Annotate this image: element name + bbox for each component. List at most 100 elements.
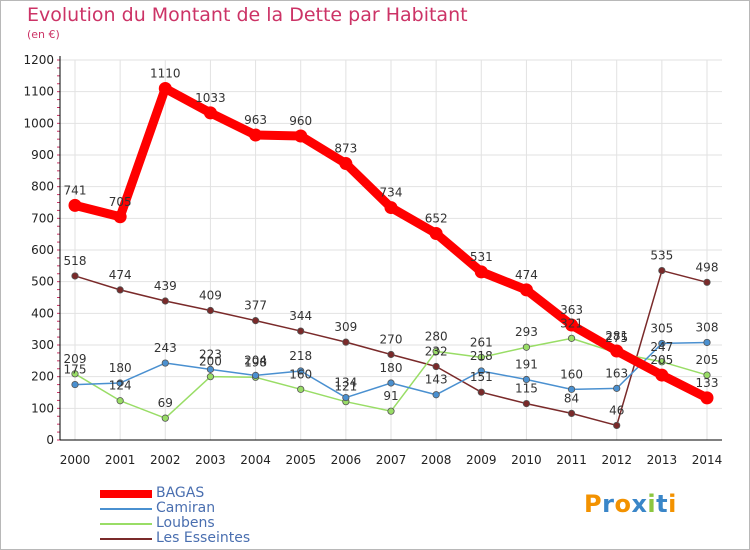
- data-point: [477, 353, 485, 361]
- y-tick-label: 600: [31, 243, 54, 257]
- legend-item: Les Esseintes: [100, 531, 300, 546]
- logo-letter: x: [631, 490, 648, 518]
- data-point: [251, 371, 260, 379]
- legend-label: BAGAS: [156, 485, 205, 501]
- data-label: 1110: [150, 67, 181, 81]
- y-tick-label: 1000: [23, 116, 54, 130]
- data-point: [342, 338, 350, 346]
- data-point: [116, 397, 124, 405]
- data-label: 124: [109, 379, 132, 393]
- data-label: 960: [289, 114, 312, 128]
- data-point: [658, 358, 666, 366]
- data-label: 198: [244, 355, 267, 369]
- data-point: [161, 414, 169, 422]
- legend-swatch: [100, 489, 152, 498]
- x-tick-label: 2010: [511, 453, 542, 467]
- x-tick-label: 2001: [105, 453, 136, 467]
- data-label: 531: [470, 250, 493, 264]
- data-label: 741: [64, 183, 87, 197]
- y-tick-label: 700: [31, 211, 54, 225]
- data-label: 46: [609, 403, 624, 417]
- data-label: 205: [650, 353, 673, 367]
- data-label: 305: [650, 321, 673, 335]
- data-point: [432, 347, 440, 355]
- legend-item: BAGAS: [100, 486, 300, 501]
- data-point: [116, 379, 124, 387]
- logo-letter: o: [614, 490, 632, 518]
- legend-swatch: [100, 507, 152, 510]
- data-label: 409: [199, 288, 222, 302]
- data-label: 377: [244, 299, 267, 313]
- data-label: 115: [515, 382, 538, 396]
- y-tick-label: 0: [46, 433, 54, 447]
- data-point: [116, 286, 124, 294]
- data-point: [474, 265, 488, 279]
- y-tick-label: 1100: [23, 85, 54, 99]
- legend-label: Les Esseintes: [156, 530, 251, 546]
- data-point: [206, 373, 215, 381]
- data-point: [71, 370, 79, 378]
- data-point: [703, 338, 711, 347]
- data-label: 191: [515, 358, 538, 372]
- data-point: [71, 380, 79, 389]
- data-point: [522, 375, 531, 384]
- data-label: 133: [696, 376, 719, 390]
- legend-swatch: [100, 522, 152, 525]
- data-label: 205: [696, 353, 719, 367]
- data-label: 474: [515, 268, 538, 282]
- data-label: 705: [109, 195, 132, 209]
- y-tick-label: 900: [31, 148, 54, 162]
- logo-letter: r: [602, 490, 615, 518]
- data-label: 180: [109, 361, 132, 375]
- x-tick-label: 2002: [150, 453, 181, 467]
- data-label: 734: [380, 186, 403, 200]
- data-point: [519, 283, 533, 297]
- data-label: 321: [560, 316, 583, 330]
- data-point: [567, 409, 576, 417]
- x-tick-label: 2011: [556, 453, 587, 467]
- data-point: [158, 82, 172, 95]
- data-label: 180: [380, 361, 403, 375]
- chart-legend: BAGAS Camiran Loubens Les Esseintes: [100, 486, 300, 546]
- data-label: 175: [64, 363, 87, 377]
- series-bagas: [68, 82, 714, 405]
- data-label: 232: [425, 345, 448, 359]
- data-point: [429, 227, 443, 241]
- data-point: [613, 421, 621, 430]
- data-label: 200: [199, 355, 222, 369]
- data-label: 69: [158, 396, 173, 410]
- data-point: [610, 344, 624, 358]
- legend-label: Loubens: [156, 515, 215, 531]
- data-label: 84: [564, 391, 579, 405]
- x-tick-label: 2005: [285, 453, 316, 467]
- data-label: 873: [334, 142, 357, 156]
- data-label: 309: [334, 320, 357, 334]
- x-tick-label: 2004: [240, 453, 271, 467]
- legend-label: Camiran: [156, 500, 216, 516]
- data-point: [700, 391, 714, 405]
- data-point: [613, 384, 621, 392]
- x-tick-label: 2014: [692, 453, 723, 467]
- data-label: 1033: [195, 91, 226, 105]
- x-tick-label: 2006: [331, 453, 362, 467]
- data-point: [294, 129, 308, 143]
- x-tick-label: 2000: [60, 453, 91, 467]
- x-tick-label: 2013: [647, 453, 678, 467]
- data-label: 223: [199, 347, 222, 361]
- data-point: [68, 198, 82, 212]
- data-point: [203, 106, 217, 120]
- y-tick-label: 400: [31, 306, 54, 320]
- data-point: [387, 379, 395, 387]
- data-point: [522, 343, 531, 351]
- data-point: [432, 391, 440, 399]
- y-tick-label: 1200: [23, 53, 54, 67]
- data-label: 134: [334, 376, 357, 390]
- data-point: [161, 297, 169, 305]
- data-label: 535: [650, 249, 673, 263]
- data-label: 280: [425, 329, 448, 343]
- data-point: [387, 350, 395, 359]
- data-point: [297, 385, 305, 393]
- data-point: [384, 201, 398, 215]
- y-tick-label: 100: [31, 401, 54, 415]
